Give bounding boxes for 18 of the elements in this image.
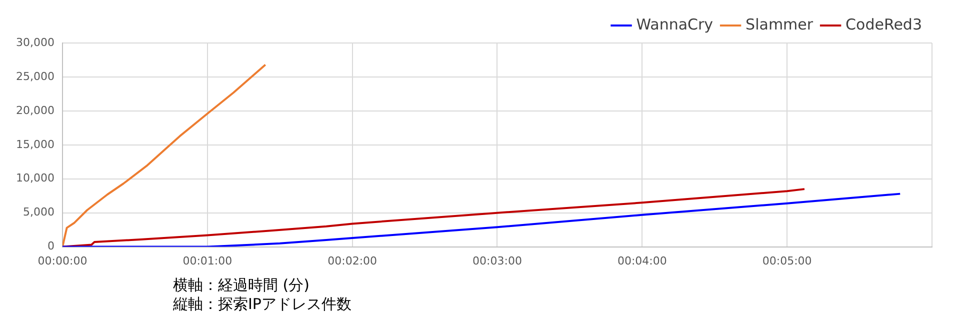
x-tick-label: 00:03:00 <box>472 254 522 268</box>
y-tick-label: 5,000 <box>22 206 54 219</box>
legend-label: CodeRed3 <box>846 15 922 34</box>
y-tick-label: 10,000 <box>16 172 54 185</box>
x-tick-label: 00:00:00 <box>38 254 88 268</box>
x-tick-label: 00:05:00 <box>762 254 812 268</box>
y-tick-label: 30,000 <box>16 36 54 49</box>
legend-label: WannaCry <box>636 15 714 34</box>
y-tick-label: 15,000 <box>16 138 54 151</box>
x-tick-label: 00:02:00 <box>328 254 378 268</box>
text: 縦軸：探索IPアドレス件数 <box>173 295 352 314</box>
y-tick-label: 0 <box>47 240 54 253</box>
legend-label: Slammer <box>746 15 814 34</box>
x-tick-label: 00:01:00 <box>182 254 232 268</box>
x-tick-label: 00:04:00 <box>617 254 667 268</box>
y-tick-label: 25,000 <box>16 70 54 83</box>
y-tick-label: 20,000 <box>16 104 54 117</box>
text: 横軸：経過時間 (分) <box>173 276 310 295</box>
